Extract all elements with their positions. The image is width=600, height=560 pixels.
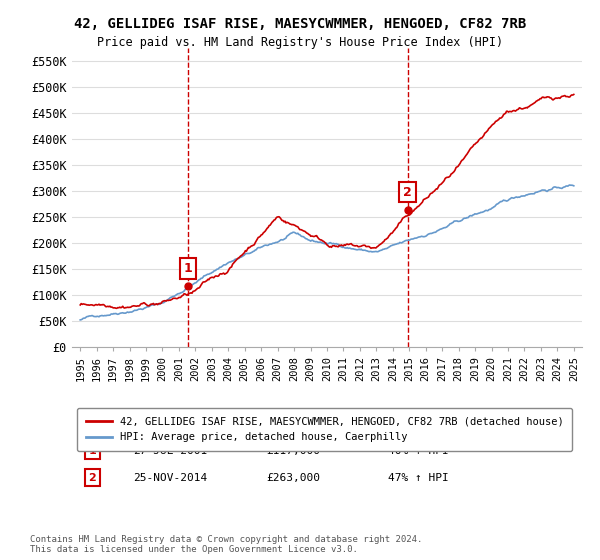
Text: Price paid vs. HM Land Registry's House Price Index (HPI): Price paid vs. HM Land Registry's House … <box>97 36 503 49</box>
Text: 42, GELLIDEG ISAF RISE, MAESYCWMMER, HENGOED, CF82 7RB: 42, GELLIDEG ISAF RISE, MAESYCWMMER, HEN… <box>74 17 526 31</box>
Text: 1: 1 <box>89 446 96 456</box>
Text: 47% ↑ HPI: 47% ↑ HPI <box>388 473 449 483</box>
Text: 1: 1 <box>184 262 193 275</box>
Text: 2: 2 <box>403 186 412 199</box>
Text: 40% ↑ HPI: 40% ↑ HPI <box>388 446 449 456</box>
Text: 27-JUL-2001: 27-JUL-2001 <box>133 446 208 456</box>
Text: £263,000: £263,000 <box>266 473 320 483</box>
Legend: 42, GELLIDEG ISAF RISE, MAESYCWMMER, HENGOED, CF82 7RB (detached house), HPI: Av: 42, GELLIDEG ISAF RISE, MAESYCWMMER, HEN… <box>77 408 572 451</box>
Text: Contains HM Land Registry data © Crown copyright and database right 2024.
This d: Contains HM Land Registry data © Crown c… <box>30 535 422 554</box>
Text: £117,000: £117,000 <box>266 446 320 456</box>
Text: 2: 2 <box>89 473 96 483</box>
Text: 25-NOV-2014: 25-NOV-2014 <box>133 473 208 483</box>
